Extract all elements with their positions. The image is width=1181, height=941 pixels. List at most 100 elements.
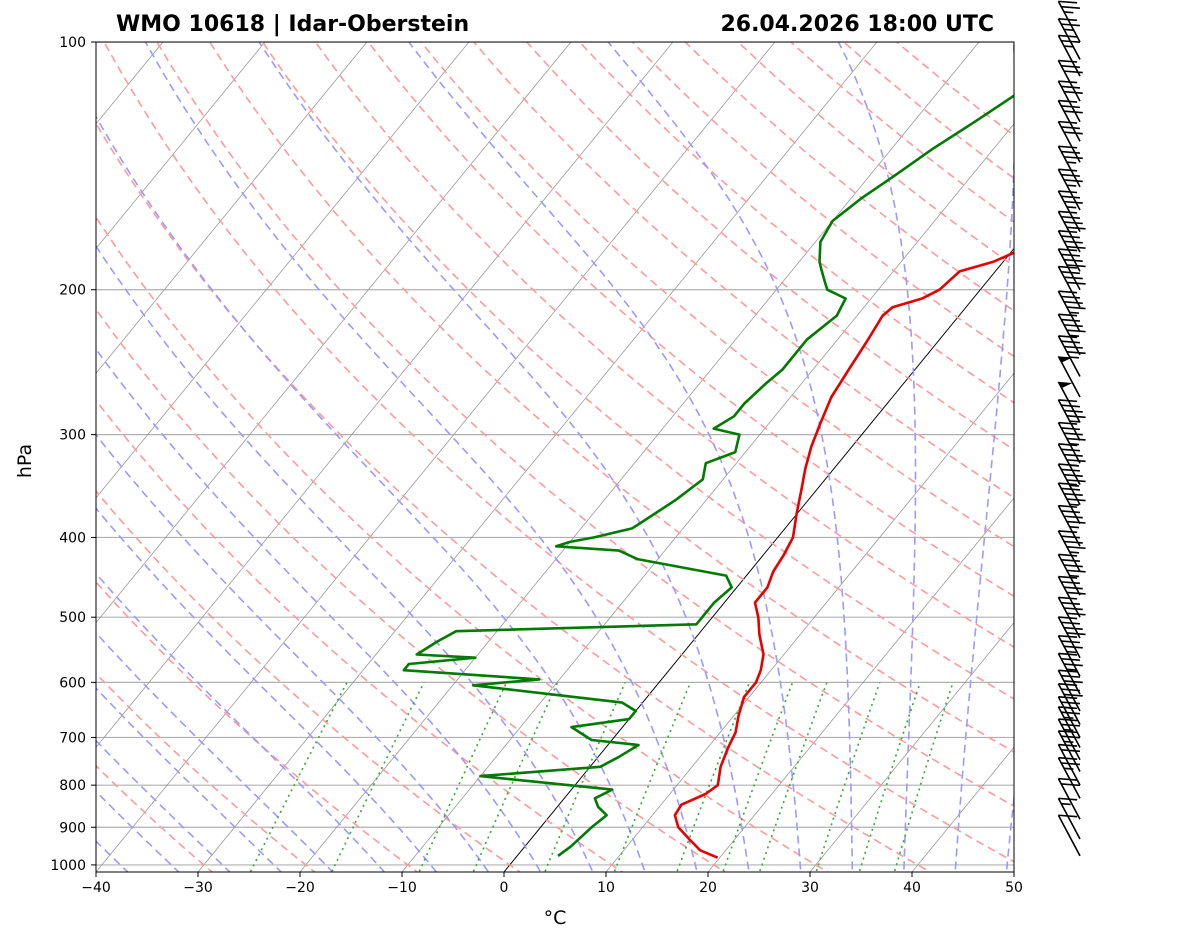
wind-barb-staff [1057, 482, 1081, 525]
moist-adiabat-line [1005, 791, 1014, 872]
wind-barb [1057, 743, 1081, 786]
isotherm-line [1013, 871, 1014, 872]
wind-barb [1057, 718, 1081, 761]
wind-barb-staff [1057, 211, 1081, 253]
wind-barb-half-feather [1063, 728, 1074, 732]
wind-barb-feather [1061, 783, 1081, 787]
wind-barb-half-feather [1063, 740, 1074, 744]
mixing-ratio-line [758, 682, 828, 872]
wind-barb [1057, 553, 1086, 596]
wind-barb-feather [1063, 221, 1083, 225]
wind-barb-feather [1058, 335, 1078, 339]
wind-barb [1057, 756, 1081, 799]
dry-adiabat-line [631, 42, 1014, 358]
wind-barb-feather [1063, 492, 1083, 497]
wind-barb-staff [1057, 669, 1081, 712]
wind-barb-feather [1061, 295, 1081, 299]
wind-barb-half-feather [1069, 551, 1080, 554]
wind-barb-feather [1066, 306, 1086, 310]
wind-barb-feather [1061, 723, 1081, 727]
wind-barb-staff [1057, 635, 1081, 677]
wind-barb-feather [1058, 596, 1078, 600]
moist-adiabat-line [258, 42, 750, 872]
wind-barb-feather [1058, 718, 1078, 722]
isotherm-line [197, 42, 878, 872]
moist-adiabat-line [144, 42, 698, 872]
wind-barb-feather [1061, 701, 1081, 705]
wind-barb-half-feather [1069, 420, 1080, 423]
temperature-line [673, 251, 1014, 859]
isotherm-line [96, 42, 776, 872]
wind-barb-staff [1057, 530, 1081, 572]
wind-barb-half-feather [1066, 206, 1077, 209]
x-tick-label: 50 [1005, 880, 1023, 896]
wind-barb-staff [1057, 443, 1081, 485]
wind-barb-staff [1057, 778, 1081, 820]
wind-barb-feather [1063, 586, 1083, 590]
wind-barb [1057, 530, 1086, 572]
wind-barb [1057, 730, 1081, 772]
wind-barb [1057, 265, 1086, 308]
wind-barb-feather [1061, 65, 1081, 69]
x-tick-label: −30 [183, 880, 213, 896]
wind-barb [1057, 463, 1086, 506]
isotherm-line [299, 42, 980, 872]
wind-barb-feather [1063, 564, 1083, 568]
wind-barb-staff [1057, 744, 1081, 786]
y-tick-label: 600 [59, 675, 86, 691]
wind-barb-staff [1057, 230, 1081, 272]
wind-barb-staff [1057, 696, 1081, 738]
wind-barb-feather [1066, 545, 1086, 550]
plot-frame [95, 41, 1015, 873]
wind-barb-feather [1063, 70, 1083, 74]
isotherm-line [1116, 42, 1181, 872]
isotherm-line [96, 42, 674, 748]
isotherm-line [809, 621, 1014, 872]
wind-barb [1057, 145, 1083, 188]
moist-adiabat-line [96, 433, 490, 872]
wind-barb-feather [1063, 453, 1083, 457]
wind-barb-feather [1063, 607, 1083, 611]
wind-barb-half-feather [1066, 184, 1077, 187]
wind-barb-feather [1063, 324, 1083, 328]
dry-adiabat-line [525, 42, 1014, 451]
wind-barb-feather [1058, 99, 1078, 103]
dewpoint-line [402, 94, 1014, 857]
wind-barb-feather [1061, 581, 1081, 585]
mixing-ratio-line [676, 682, 751, 872]
moist-adiabat-line [96, 115, 646, 872]
moist-adiabat-line [408, 42, 802, 872]
wind-barb-feather [1061, 173, 1081, 177]
wind-barb [1057, 504, 1086, 547]
wind-barb-half-feather [1069, 464, 1080, 467]
moist-adiabat-line [96, 507, 438, 872]
wind-barb [1057, 814, 1081, 857]
isotherm-line [96, 42, 266, 250]
wind-barb-feather [1058, 482, 1078, 486]
wind-barb-feather [1061, 468, 1081, 472]
wind-barb-pennant [1058, 356, 1073, 363]
dry-adiabat-line [96, 399, 624, 872]
y-tick-label: 200 [59, 283, 86, 299]
wind-barb-feather [1058, 210, 1078, 214]
dry-adiabat-line [96, 308, 727, 872]
wind-barb-half-feather [1069, 503, 1080, 506]
wind-barb-feather [1061, 126, 1081, 130]
wind-barb-staff [1057, 381, 1081, 423]
wind-barb-half-feather [1069, 356, 1080, 359]
dry-adiabat-line [842, 42, 1014, 180]
wind-barb-staff [1057, 505, 1081, 547]
wind-barb-feather [1063, 693, 1083, 697]
y-tick-label: 700 [59, 730, 86, 746]
x-tick-label: −10 [387, 880, 417, 896]
data-lines [402, 94, 1014, 859]
moist-adiabat-line [96, 739, 231, 872]
wind-barb-staff [1057, 266, 1081, 308]
wind-barb [1057, 421, 1086, 464]
wind-barb-feather [1063, 156, 1083, 160]
wind-barb-feather [1066, 351, 1086, 355]
dry-adiabat-line [261, 42, 1014, 700]
wind-barb-staff [1057, 653, 1081, 695]
wind-barb-staff [1057, 463, 1081, 506]
wind-barb-feather [1058, 756, 1078, 760]
